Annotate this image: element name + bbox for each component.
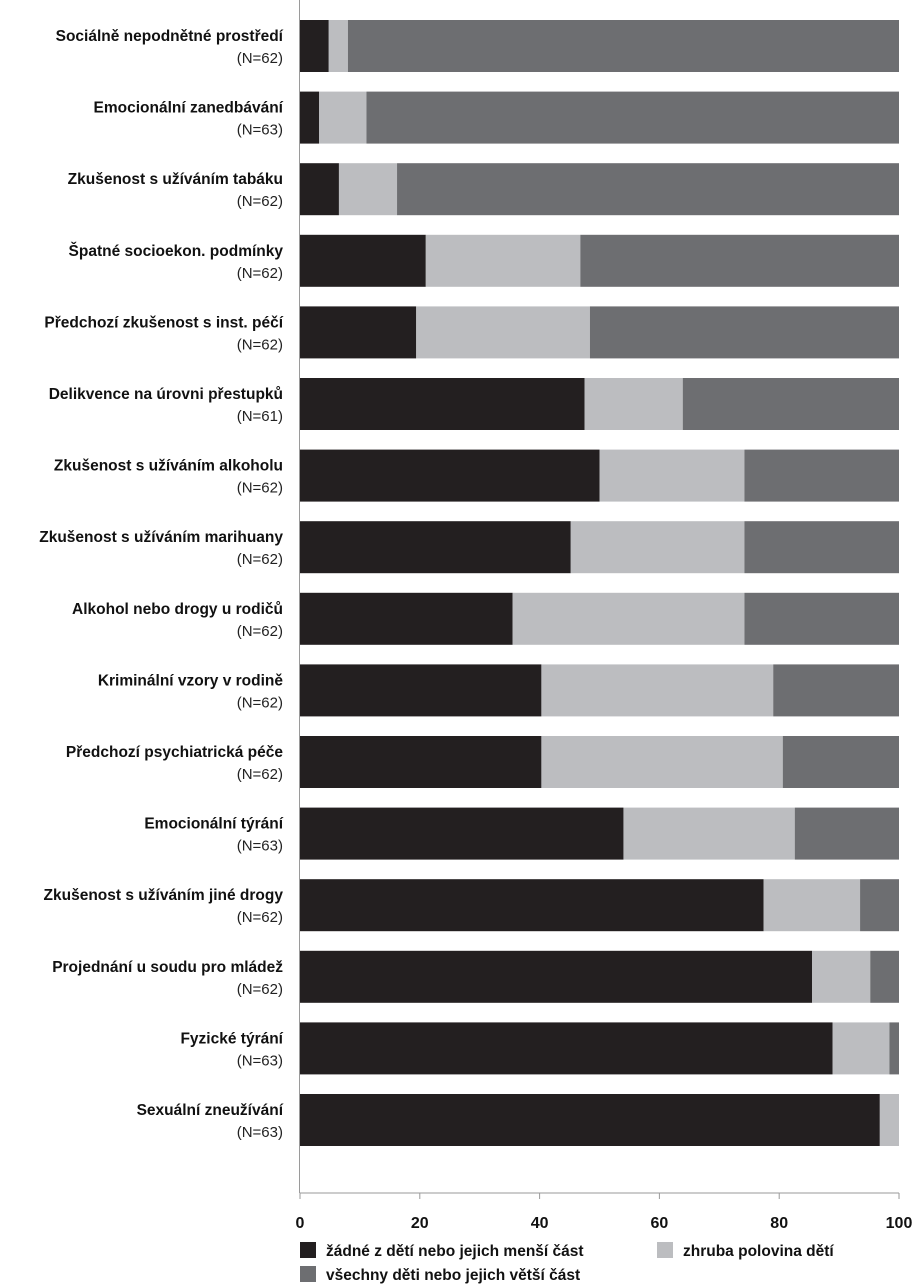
category-label: Předchozí psychiatrická péče (66, 744, 283, 761)
x-tick-label: 20 (411, 1215, 429, 1232)
bar-segment-1-row-7 (300, 449, 600, 502)
bar-segment-1-row-12 (300, 807, 624, 860)
bar-segment-3-row-2 (366, 91, 899, 144)
legend-label-1: žádné z dětí nebo jejich menší část (326, 1243, 584, 1260)
bar-segment-3-row-8 (744, 521, 899, 574)
legend-swatch-2 (657, 1242, 673, 1258)
bar-segment-1-row-6 (300, 378, 585, 430)
legend: žádné z dětí nebo jejich menší část zhrub… (300, 1242, 834, 1284)
bar-segment-2-row-11 (541, 736, 783, 788)
bar-segment-1-row-10 (300, 664, 542, 717)
bar-segment-1-row-9 (300, 592, 513, 645)
bar-segment-3-row-6 (682, 378, 899, 430)
category-label: Emocionální týrání (144, 816, 283, 833)
bar-segment-3-row-13 (860, 879, 899, 932)
bar-segment-2-row-6 (584, 378, 683, 430)
category-labels: Sociálně nepodnětné prostředí (N=62) Emoci… (39, 28, 283, 1141)
category-n-label: (N=61) (237, 408, 283, 425)
category-n-label: (N=63) (237, 122, 283, 139)
x-tick-label: 100 (886, 1215, 913, 1232)
bar-segment-2-row-12 (623, 807, 795, 860)
legend-label-3: všechny děti nebo jejich větší část (326, 1267, 580, 1284)
category-label: Předchozí zkušenost s inst. péčí (44, 314, 283, 331)
bar-segment-2-row-15 (832, 1022, 890, 1075)
x-tick-label: 60 (651, 1215, 669, 1232)
bar-segment-1-row-3 (300, 163, 339, 216)
bar-segment-2-row-3 (338, 163, 398, 216)
bar-segment-1-row-1 (300, 20, 329, 72)
category-n-label: (N=62) (237, 336, 283, 353)
bar-segment-1-row-14 (300, 950, 813, 1003)
category-n-label: (N=63) (237, 1052, 283, 1069)
category-label: Sociálně nepodnětné prostředí (56, 28, 284, 45)
bar-segment-1-row-4 (300, 234, 426, 287)
bar-segment-3-row-5 (589, 306, 899, 359)
bar-segment-2-row-8 (570, 521, 745, 574)
category-n-label: (N=62) (237, 265, 283, 282)
category-label: Alkohol nebo drogy u rodičů (72, 601, 283, 618)
bar-segment-3-row-11 (782, 736, 899, 788)
bar-segment-3-row-4 (580, 234, 899, 287)
category-n-label: (N=62) (237, 623, 283, 640)
category-n-label: (N=63) (237, 1124, 283, 1141)
legend-swatch-3 (300, 1266, 316, 1282)
bar-segment-2-row-13 (763, 879, 861, 932)
bar-segment-1-row-13 (300, 879, 764, 932)
category-n-label: (N=62) (237, 551, 283, 568)
x-tick-label: 40 (531, 1215, 549, 1232)
category-label: Emocionální zanedbávání (94, 100, 284, 117)
category-label: Zkušenost s užíváním alkoholu (54, 458, 283, 475)
x-tick-label: 0 (296, 1215, 305, 1232)
category-n-label: (N=62) (237, 909, 283, 926)
bar-segment-2-row-2 (319, 91, 367, 144)
category-n-label: (N=62) (237, 981, 283, 998)
bar-segment-1-row-16 (300, 1094, 880, 1146)
category-n-label: (N=62) (237, 480, 283, 497)
category-n-label: (N=62) (237, 193, 283, 210)
bar-segment-2-row-16 (879, 1094, 899, 1146)
bar-segment-1-row-5 (300, 306, 417, 359)
bar-segment-3-row-10 (773, 664, 899, 717)
bar-segment-1-row-8 (300, 521, 571, 574)
bar-segment-3-row-1 (347, 20, 899, 72)
bar-segment-3-row-15 (889, 1022, 899, 1075)
x-axis: 0 20 40 60 80 100 (296, 0, 913, 1232)
bar-segment-1-row-11 (300, 736, 542, 788)
bar-segment-2-row-14 (812, 950, 871, 1003)
bar-segment-2-row-7 (599, 449, 745, 502)
category-label: Projednání u soudu pro mládež (52, 959, 283, 976)
category-n-label: (N=62) (237, 694, 283, 711)
bar-segment-3-row-7 (744, 449, 899, 502)
category-label: Fyzické týrání (180, 1030, 283, 1047)
category-label: Kriminální vzory v rodině (98, 672, 284, 689)
bar-segment-1-row-15 (300, 1022, 833, 1075)
category-label: Zkušenost s užíváním tabáku (68, 171, 283, 188)
bar-segment-2-row-1 (328, 20, 348, 72)
bar-segment-3-row-3 (397, 163, 899, 216)
bar-segment-3-row-14 (870, 950, 899, 1003)
category-label: Zkušenost s užíváním marihuany (39, 529, 283, 546)
bar-segment-2-row-4 (425, 234, 581, 287)
category-label: Delikvence na úrovni přestupků (49, 386, 283, 403)
bar-segment-3-row-9 (744, 592, 899, 645)
legend-swatch-1 (300, 1242, 316, 1258)
category-n-label: (N=62) (237, 766, 283, 783)
bar-segment-2-row-10 (541, 664, 774, 717)
bars-layer (300, 20, 899, 1146)
bar-segment-2-row-9 (512, 592, 745, 645)
category-n-label: (N=62) (237, 50, 283, 67)
category-label: Špatné socioekon. podmínky (69, 242, 284, 260)
bar-segment-3-row-12 (794, 807, 899, 860)
category-label: Zkušenost s užíváním jiné drogy (44, 887, 284, 904)
category-label: Sexuální zneužívání (137, 1102, 284, 1119)
legend-label-2: zhruba polovina dětí (683, 1243, 834, 1260)
bar-segment-2-row-5 (416, 306, 590, 359)
bar-segment-1-row-2 (300, 91, 320, 144)
category-n-label: (N=63) (237, 838, 283, 855)
x-tick-label: 80 (770, 1215, 788, 1232)
